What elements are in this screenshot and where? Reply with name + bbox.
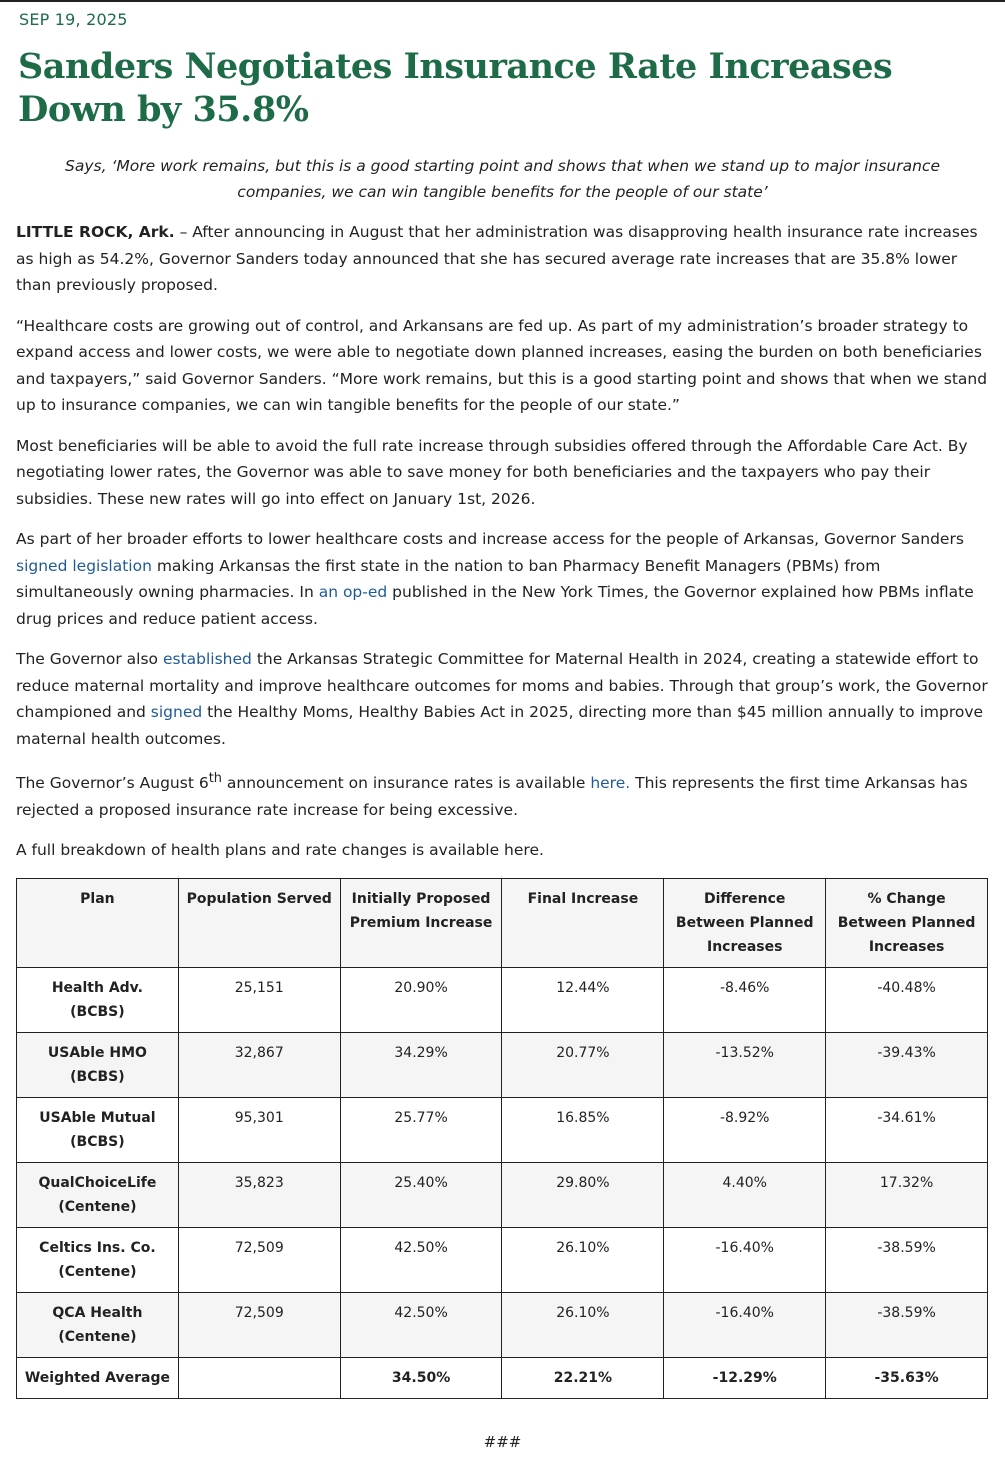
table-cell: 72,509 — [177, 1291, 341, 1358]
paragraph-1: LITTLE ROCK, Ark. – After announcing in … — [16, 219, 989, 299]
column-header: Final Increase — [501, 877, 665, 968]
paragraph-text: announcement on insurance rates is avail… — [221, 774, 591, 793]
here-link[interactable]: here. — [590, 774, 631, 793]
table-cell: 29.80% — [501, 1161, 665, 1228]
paragraph-text: The Governor’s August 6 — [16, 774, 209, 793]
table-cell: 42.50% — [339, 1291, 503, 1358]
table-cell: -38.59% — [825, 1291, 988, 1358]
table-cell: -12.29% — [663, 1356, 827, 1399]
paragraph-text: – After announcing in August that her ad… — [16, 223, 978, 294]
table-row: Celtics Ins. Co. (Centene) 72,509 42.50% 26… — [16, 1226, 988, 1293]
paragraph-6: The Governor’s August 6th announcement o… — [16, 766, 989, 823]
paragraph-text: making Arkansas the first state in the n… — [16, 556, 881, 602]
subtitle: Says, ‘More work remains, but this is a … — [65, 157, 940, 201]
table-cell: -39.43% — [825, 1031, 988, 1098]
table-cell: 17.32% — [825, 1161, 988, 1228]
table-cell: 16.85% — [501, 1096, 665, 1163]
table-cell: 34.50% — [339, 1356, 503, 1399]
table-cell: -13.52% — [663, 1031, 827, 1098]
table-cell: 22.21% — [501, 1356, 665, 1399]
publish-date: SEP 19, 2025 — [19, 10, 128, 29]
paragraph-text: published in the New York Times, the Gov… — [16, 583, 974, 628]
paragraph-5: The Governor also established the Arkans… — [16, 646, 989, 752]
table-cell: -16.40% — [663, 1291, 827, 1358]
table-row: QCA Health (Centene) 72,509 42.50% 26.10% -1… — [16, 1291, 988, 1358]
table-cell: 25.40% — [339, 1161, 503, 1228]
table-row: QualChoiceLife (Centene) 35,823 25.40% 29.8… — [16, 1161, 988, 1228]
plan-cell: QualChoiceLife (Centene) — [16, 1161, 179, 1228]
rate-table: Plan Population Served Initially Proposed … — [16, 877, 988, 1399]
table-cell: 20.90% — [339, 966, 503, 1033]
table-cell: -16.40% — [663, 1226, 827, 1293]
ordinal-suffix: th — [208, 771, 222, 786]
established-link[interactable]: established — [162, 650, 252, 668]
table-cell: -38.59% — [825, 1226, 988, 1293]
end-mark: ### — [483, 1432, 522, 1451]
table-cell: 35,823 — [177, 1161, 341, 1228]
table-cell: -40.48% — [825, 966, 988, 1033]
paragraph-text: The Governor also — [16, 650, 163, 668]
plan-cell: USAble HMO (BCBS) — [16, 1031, 179, 1098]
table-cell: 72,509 — [177, 1226, 341, 1293]
plan-cell: USAble Mutual (BCBS) — [16, 1096, 179, 1163]
column-header: Difference Between Planned Increases — [663, 877, 827, 968]
plan-cell: Health Adv. (BCBS) — [16, 966, 179, 1033]
signed-link[interactable]: signed — [150, 703, 203, 721]
page-title: Sanders Negotiates Insurance Rate Increa… — [18, 46, 893, 130]
table-row: Health Adv. (BCBS) 25,151 20.90% 12.44% -8.4… — [16, 966, 988, 1033]
plan-cell: Celtics Ins. Co. (Centene) — [16, 1226, 179, 1293]
table-cell: 20.77% — [501, 1031, 665, 1098]
table-cell: 4.40% — [663, 1161, 827, 1228]
paragraph-7: A full breakdown of health plans and rat… — [16, 841, 544, 860]
paragraph-text: the Arkansas Strategic Committee for Mat… — [16, 650, 988, 721]
table-cell: 26.10% — [501, 1226, 665, 1293]
paragraph-text: the Healthy Moms, Healthy Babies Act in … — [16, 703, 984, 748]
table-cell: 42.50% — [339, 1226, 503, 1293]
table-cell: 26.10% — [501, 1291, 665, 1358]
paragraph-3: Most beneficiaries will be able to avoid… — [16, 436, 968, 508]
table-row: USAble HMO (BCBS) 32,867 34.29% 20.77% -13.5… — [16, 1031, 988, 1098]
op-ed-link[interactable]: an op-ed — [318, 583, 388, 601]
paragraph-text: As part of her broader efforts to lower … — [16, 530, 964, 548]
table-cell: -34.61% — [825, 1096, 988, 1163]
table-cell — [177, 1356, 341, 1399]
column-header: Population Served — [177, 877, 341, 968]
table-header-row: Plan Population Served Initially Proposed … — [16, 877, 988, 968]
table-cell: -8.46% — [663, 966, 827, 1033]
column-header: Plan — [16, 877, 179, 968]
plan-cell: Weighted Average — [16, 1356, 179, 1399]
table-row: USAble Mutual (BCBS) 95,301 25.77% 16.85% -8… — [16, 1096, 988, 1163]
table-cell: 34.29% — [339, 1031, 503, 1098]
table-cell: 12.44% — [501, 966, 665, 1033]
column-header: Initially Proposed Premium Increase — [339, 877, 503, 968]
article: SEP 19, 2025 Sanders Negotiates Insuranc… — [0, 10, 1005, 1451]
table-row: Weighted Average 34.50% 22.21% -12.29% -35.6… — [16, 1356, 988, 1399]
table-cell: 25,151 — [177, 966, 341, 1033]
column-header: % Change Between Planned Increases — [825, 877, 988, 968]
paragraph-2: “Healthcare costs are growing out of con… — [16, 316, 988, 415]
dateline: LITTLE ROCK, Ark. — [16, 223, 175, 241]
paragraph-4: As part of her broader efforts to lower … — [16, 526, 989, 632]
plan-cell: QCA Health (Centene) — [16, 1291, 179, 1358]
table-cell: 25.77% — [339, 1096, 503, 1163]
table-cell: -8.92% — [663, 1096, 827, 1163]
table-cell: 32,867 — [177, 1031, 341, 1098]
paragraph-text: This represents the first time Arkansas … — [16, 774, 968, 819]
table-cell: -35.63% — [825, 1356, 988, 1399]
table-cell: 95,301 — [177, 1096, 341, 1163]
signed-legislation-link[interactable]: signed legislation — [16, 556, 152, 575]
